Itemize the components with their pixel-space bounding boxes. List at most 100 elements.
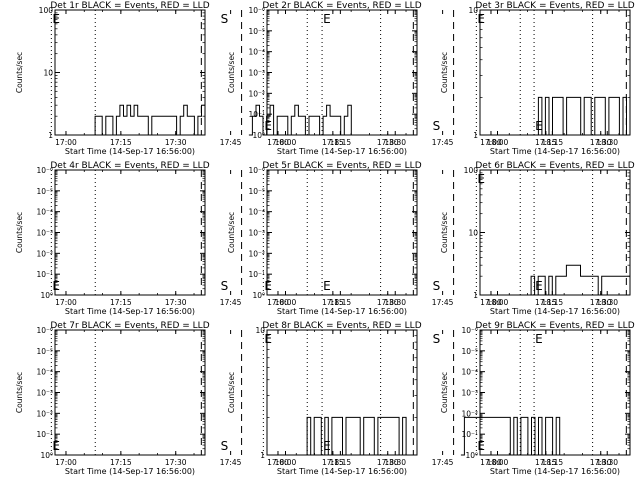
series-line-events (303, 416, 410, 456)
y-tick-label: 10⁻⁴ (36, 208, 53, 217)
y-tick-label: 10⁻² (36, 409, 53, 418)
y-tick-label: 10⁰ (40, 451, 53, 460)
panel-title: Det 6r BLACK = Events, RED = LLD (475, 161, 634, 171)
x-tick-label: 18:15 (542, 138, 564, 147)
y-tick-label: 10⁻⁵ (248, 187, 265, 196)
x-tick-label: 18:30 (384, 138, 406, 147)
x-tick-label: 17:15 (535, 458, 557, 467)
x-tick-label: 17:00 (267, 138, 289, 147)
series-line-events (527, 264, 631, 296)
x-tick-label: 18:00 (275, 458, 297, 467)
y-tick-label: 10⁻³ (36, 229, 53, 238)
x-tick-label: 18:30 (596, 138, 618, 147)
x-tick-label: 18:30 (596, 298, 618, 307)
marker-label-e: E (535, 332, 543, 346)
x-tick-label: 17:00 (480, 138, 502, 147)
y-tick-label: 10⁻⁶ (461, 326, 478, 335)
marker-label-s: S (433, 332, 441, 346)
x-tick-label: 17:45 (432, 458, 454, 467)
y-tick-label: 10 (468, 229, 478, 238)
x-axis-title: Start Time (14-Sep-17 16:56:00) (490, 147, 620, 156)
x-tick-label: 17:30 (377, 138, 399, 147)
x-tick-label: 17:30 (590, 298, 612, 307)
panel-det-3: Det 3r BLACK = Events, RED = LLDESE17:00… (440, 1, 635, 156)
marker-label-e: E (477, 12, 485, 26)
x-tick-label: 17:15 (322, 298, 344, 307)
y-tick-label: 10⁻² (248, 89, 265, 98)
plot-frame (479, 9, 631, 136)
x-tick-label: 18:15 (542, 298, 564, 307)
y-tick-label: 10 (468, 6, 478, 15)
panel-det-9: Det 9r BLACK = Events, RED = LLDESE17:00… (440, 321, 635, 476)
marker-label-e: E (477, 172, 485, 186)
x-tick-label: 17:00 (55, 298, 77, 307)
x-tick-label: 17:15 (110, 298, 132, 307)
x-tick-label: 18:00 (487, 298, 509, 307)
plot-frame (266, 9, 418, 136)
y-tick-label: 100 (464, 166, 479, 175)
x-tick-label: 18:15 (330, 458, 352, 467)
series-line-events (534, 96, 630, 136)
y-tick-label: 10⁰ (465, 451, 478, 460)
marker-label-s: S (433, 279, 441, 293)
y-axis-title: Counts/sec (15, 52, 24, 93)
x-tick-label: 17:00 (55, 458, 77, 467)
x-tick-label: 18:00 (487, 138, 509, 147)
marker-label-e: E (264, 279, 272, 293)
y-tick-label: 10⁻⁵ (36, 187, 53, 196)
x-tick-label: 18:30 (596, 458, 618, 467)
x-tick-label: 18:15 (542, 458, 564, 467)
panel-title: Det 1r BLACK = Events, RED = LLD (50, 1, 209, 11)
panel-det-7: Det 7r BLACK = Events, RED = LLD E S E 17:00… (15, 321, 406, 476)
x-tick-label: 17:30 (377, 458, 399, 467)
y-tick-label: 10 (43, 69, 53, 78)
x-tick-label: 17:45 (432, 298, 454, 307)
x-axis-title: Start Time (14-Sep-17 16:56:00) (65, 147, 195, 156)
panel-title: Det 5r BLACK = Events, RED = LLD (262, 161, 421, 171)
plot-frame (479, 329, 631, 456)
x-tick-label: 17:45 (432, 138, 454, 147)
y-tick-label: 10⁰ (252, 291, 265, 300)
marker-label-e: E (477, 439, 485, 453)
x-axis-title: Start Time (14-Sep-17 16:56:00) (277, 467, 407, 476)
x-axis-title: Start Time (14-Sep-17 16:56:00) (490, 307, 620, 316)
panel-title: Det 7r BLACK = Events, RED = LLD (50, 321, 209, 331)
panel-title: Det 9r BLACK = Events, RED = LLD (475, 321, 634, 331)
x-tick-label: 17:00 (267, 298, 289, 307)
x-tick-label: 18:00 (275, 298, 297, 307)
marker-label-e: E (323, 439, 331, 453)
y-tick-label: 10⁻⁵ (461, 347, 478, 356)
x-tick-label: 17:00 (480, 298, 502, 307)
y-tick-label: 10⁻⁴ (248, 208, 265, 217)
x-axis-title: Start Time (14-Sep-17 16:56:00) (490, 467, 620, 476)
y-axis-title: Counts/sec (440, 212, 449, 253)
y-tick-label: 1 (473, 291, 478, 300)
x-tick-label: 17:30 (165, 298, 187, 307)
x-axis-title: Start Time (14-Sep-17 16:56:00) (65, 467, 195, 476)
marker-label-e: E (52, 439, 60, 453)
x-tick-label: 17:30 (165, 138, 187, 147)
x-tick-label: 17:30 (165, 458, 187, 467)
y-tick-label: 10⁻⁴ (248, 48, 265, 57)
y-tick-label: 10⁻² (36, 249, 53, 258)
y-tick-label: 10⁻³ (248, 229, 265, 238)
y-tick-label: 1 (260, 451, 265, 460)
x-tick-label: 17:15 (110, 138, 132, 147)
marker-label-e: E (264, 332, 272, 346)
y-tick-label: 10⁰ (40, 291, 53, 300)
x-tick-label: 17:15 (322, 458, 344, 467)
y-tick-label: 10⁻⁵ (36, 347, 53, 356)
panel-det-4: Det 4r BLACK = Events, RED = LLD E S E 17:00… (15, 161, 406, 316)
x-tick-label: 17:30 (377, 298, 399, 307)
x-tick-label: 18:00 (487, 458, 509, 467)
y-tick-label: 1 (473, 131, 478, 140)
x-tick-label: 18:00 (275, 138, 297, 147)
marker-label-s: S (221, 12, 229, 26)
panel-title: Det 4r BLACK = Events, RED = LLD (50, 161, 209, 171)
y-tick-label: 10⁻¹ (36, 430, 53, 439)
marker-label-e: E (52, 279, 60, 293)
x-axis-title: Start Time (14-Sep-17 16:56:00) (65, 307, 195, 316)
